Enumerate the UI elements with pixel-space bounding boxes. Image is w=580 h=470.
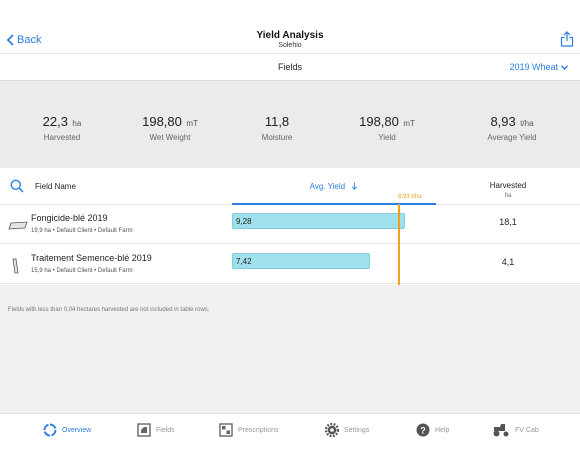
tab-label: Overview: [62, 426, 92, 434]
back-label: Back: [17, 34, 42, 46]
stat-value: 8,93: [490, 114, 516, 129]
stat-unit: mT: [403, 119, 415, 128]
tab-label: Help: [435, 426, 450, 434]
title-block: Yield Analysis Solehio: [0, 30, 580, 49]
tab-fv-cab[interactable]: FV Cab: [492, 423, 539, 437]
page-subtitle: Solehio: [278, 42, 302, 49]
stat-value: 198,80: [142, 114, 182, 129]
stat-label: Harvested: [43, 133, 81, 142]
overview-icon: [43, 423, 57, 437]
field-shape-icon: [12, 258, 19, 274]
yield-bar: [232, 213, 405, 229]
stat-label: Wet Weight: [149, 133, 191, 142]
tab-fields[interactable]: Fields: [137, 423, 175, 437]
stat-yield: 198,80 mT Yield: [345, 113, 429, 142]
stat-unit: t/ha: [520, 119, 534, 128]
stat-wet-weight: 198,80 mT Wet Weight: [128, 113, 212, 142]
stat-unit: mT: [186, 119, 198, 128]
column-header-harvested-unit: ha: [504, 193, 512, 199]
tab-help[interactable]: ? Help: [416, 423, 449, 437]
avg-yield-marker-label: 8,93 t/ha: [398, 194, 422, 200]
share-icon[interactable]: [560, 31, 574, 47]
gear-icon: [325, 423, 339, 437]
stats-panel: 22,3 ha Harvested 198,80 mT Wet Weight 1…: [0, 81, 580, 168]
page-title: Yield Analysis: [256, 30, 324, 41]
stat-value: 22,3: [42, 114, 68, 129]
tab-settings[interactable]: Settings: [325, 423, 369, 437]
stat-value: 198,80: [359, 114, 399, 129]
table-row[interactable]: Fongicide-blé 2019 19,9 ha • Default Cli…: [0, 205, 580, 244]
field-meta: 15,9 ha • Default Client • Default Farm: [31, 268, 133, 274]
harvested-value: 18,1: [499, 217, 517, 227]
fields-bar: Fields 2019 Wheat: [0, 54, 580, 81]
search-icon[interactable]: [10, 179, 24, 193]
crop-selector[interactable]: 2019 Wheat: [509, 62, 568, 72]
field-name: Fongicide-blé 2019: [31, 213, 108, 223]
table-footnote: Fields with less than 0,04 hectares harv…: [8, 307, 210, 313]
stat-value: 11,8: [264, 114, 290, 129]
arrow-down-icon: [352, 182, 358, 190]
chevron-left-icon: [6, 34, 14, 46]
tab-overview[interactable]: Overview: [43, 423, 91, 437]
stat-label: Yield: [378, 133, 396, 142]
svg-text:?: ?: [420, 426, 426, 436]
bottom-safe-area: [0, 448, 580, 470]
stat-moisture: 11,8 Moisture: [235, 113, 319, 142]
column-header-avg-yield-label: Avg. Yield: [309, 182, 346, 191]
tab-label: Prescriptions: [238, 426, 279, 434]
yield-bar-value: 9,28: [236, 217, 252, 226]
nav-bar: Back Yield Analysis Solehio: [0, 0, 580, 54]
tab-label: Settings: [344, 426, 370, 434]
column-header-harvested[interactable]: Harvested: [489, 181, 527, 190]
stat-label: Average Yield: [487, 133, 537, 142]
tab-prescriptions[interactable]: Prescriptions: [219, 423, 278, 437]
table-header: Field Name Avg. Yield 8,93 t/ha Harveste…: [0, 168, 580, 205]
stat-average-yield: 8,93 t/ha Average Yield: [470, 113, 554, 142]
field-shape-icon: [8, 221, 28, 230]
tractor-icon: [493, 424, 509, 437]
yield-bar-value: 7,42: [236, 257, 252, 266]
crop-selector-label: 2019 Wheat: [509, 62, 558, 72]
chevron-down-icon: [561, 64, 568, 70]
field-name: Traitement Semence-blé 2019: [31, 253, 152, 263]
tab-label: Fields: [156, 426, 175, 434]
stat-unit: ha: [72, 119, 82, 128]
fields-title: Fields: [277, 62, 302, 72]
harvested-value: 4,1: [501, 257, 515, 267]
field-meta: 19,9 ha • Default Client • Default Farm: [31, 228, 133, 234]
table-row[interactable]: Traitement Semence-blé 2019 15,9 ha • De…: [0, 245, 580, 284]
column-header-avg-yield[interactable]: Avg. Yield: [232, 182, 436, 191]
help-icon: ?: [416, 423, 430, 437]
avg-yield-marker-line: [398, 204, 400, 285]
tab-bar: Overview Fields Prescriptions Settings ?…: [0, 413, 580, 448]
tab-label: FV Cab: [515, 426, 539, 434]
fields-icon: [137, 423, 151, 437]
yield-bar: [232, 253, 370, 269]
sort-indicator-line: [232, 203, 436, 205]
fields-table: Field Name Avg. Yield 8,93 t/ha Harveste…: [0, 168, 580, 285]
back-button[interactable]: Back: [6, 34, 41, 46]
stat-label: Moisture: [261, 133, 293, 142]
prescriptions-icon: [219, 423, 233, 437]
column-header-field-name[interactable]: Field Name: [35, 182, 76, 191]
stat-harvested: 22,3 ha Harvested: [20, 113, 104, 142]
